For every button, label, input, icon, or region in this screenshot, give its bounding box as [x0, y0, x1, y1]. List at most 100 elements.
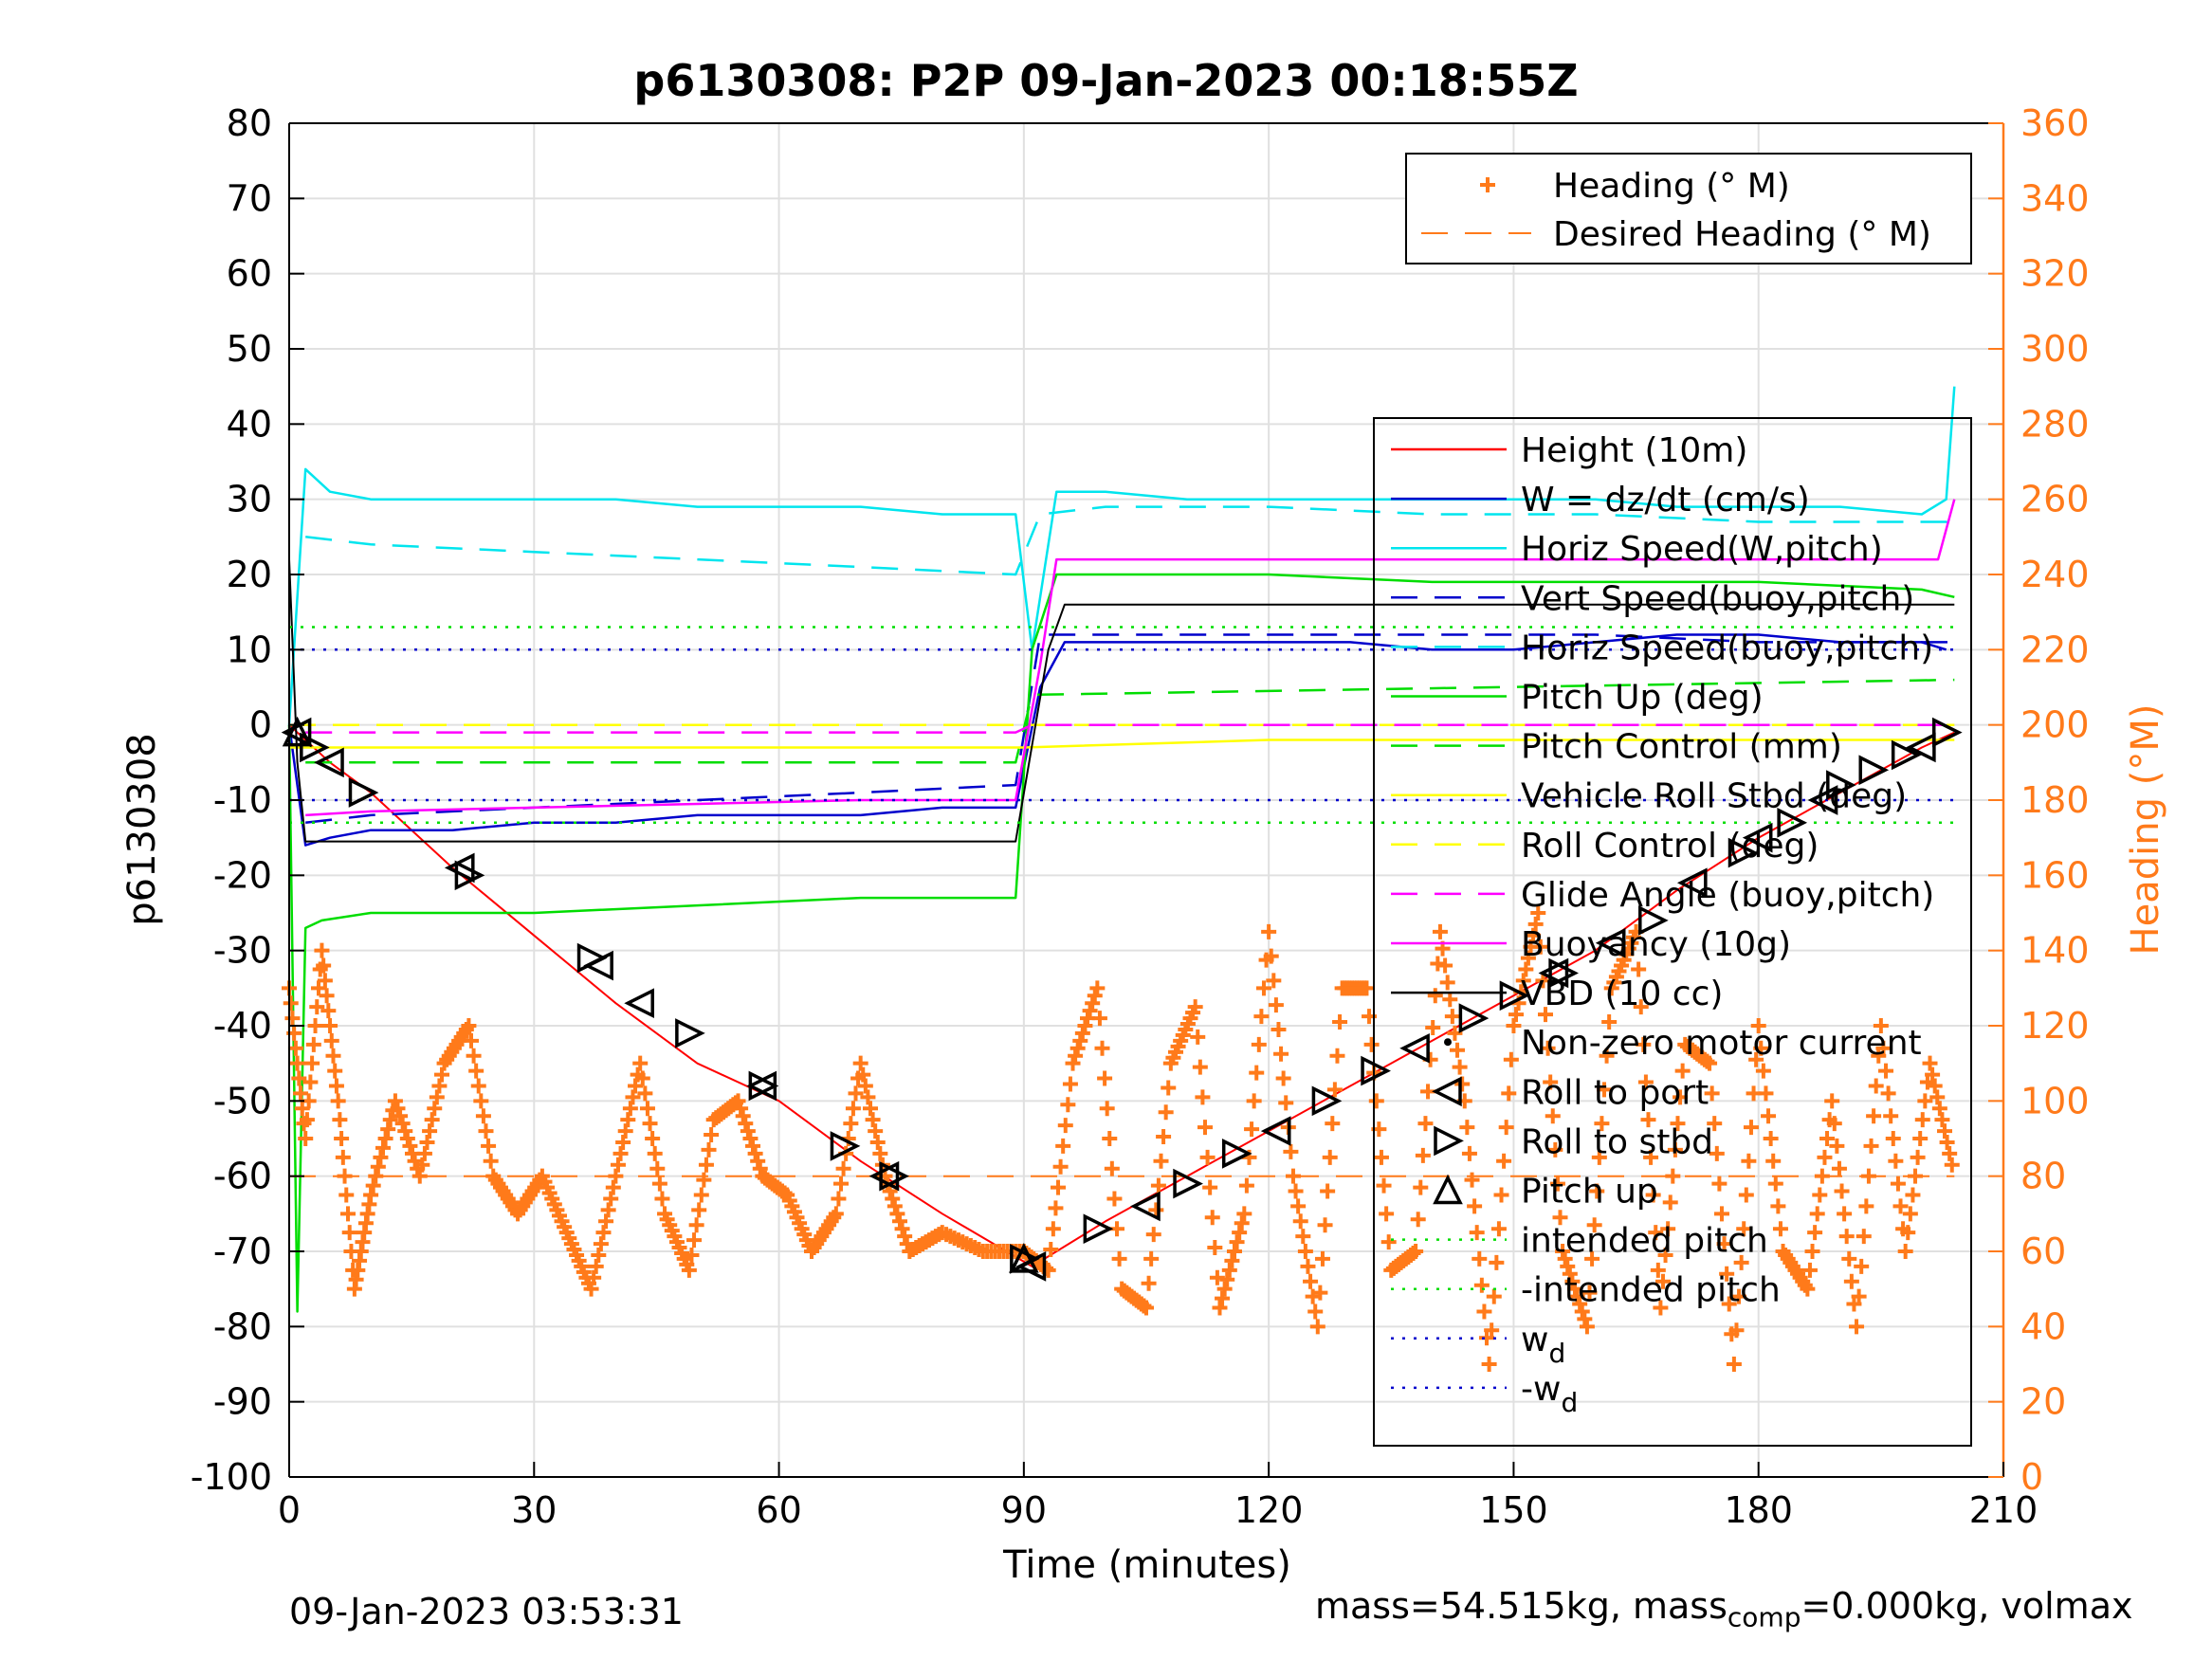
heading-marker [1589, 1183, 1605, 1199]
heading-marker [1268, 997, 1284, 1013]
heading-marker [1636, 1036, 1652, 1052]
heading-marker [828, 1206, 844, 1222]
heading-marker [370, 1158, 386, 1175]
heading-marker [1326, 1082, 1343, 1098]
marker-left-triangle [1260, 1116, 1291, 1146]
heading-marker [1244, 1121, 1260, 1138]
heading-marker [1307, 1304, 1324, 1320]
heading-marker [1068, 1048, 1084, 1064]
y-left-tick-label: 50 [227, 328, 272, 370]
heading-marker [1303, 1273, 1319, 1289]
heading-marker [1868, 1078, 1884, 1094]
heading-marker [1569, 1288, 1585, 1304]
heading-marker [1572, 1296, 1588, 1312]
heading-marker [304, 1055, 320, 1071]
heading-marker [1888, 1153, 1904, 1169]
legend-main-entry: -intended pitch [1391, 1271, 1781, 1310]
heading-marker [1082, 1003, 1098, 1019]
heading-marker [1591, 1149, 1607, 1165]
marker-right-triangle [1858, 755, 1890, 786]
heading-marker [483, 1153, 499, 1169]
marker-left-triangle [444, 852, 475, 884]
heading-marker [1860, 1168, 1876, 1184]
heading-marker [1285, 1168, 1301, 1184]
heading-marker [289, 1055, 305, 1071]
heading-marker [473, 1093, 489, 1109]
heading-marker [1271, 1021, 1287, 1037]
heading-marker [1515, 973, 1531, 989]
heading-marker [598, 1213, 614, 1230]
heading-marker [298, 1131, 314, 1146]
heading-marker [1804, 1244, 1820, 1259]
heading-marker [427, 1101, 443, 1117]
heading-marker [316, 957, 332, 974]
heading-marker [730, 1093, 746, 1109]
marker-left-triangle [281, 717, 312, 748]
heading-marker [610, 1157, 626, 1173]
y-left-tick-label: -30 [213, 930, 272, 972]
marker-left-triangle [1399, 1032, 1430, 1064]
heading-marker [704, 1127, 720, 1143]
heading-marker [1415, 1147, 1431, 1163]
marker-right-triangle [1891, 739, 1922, 771]
marker-left-triangle [1807, 785, 1838, 815]
legend-triangle-up-icon [1433, 1174, 1463, 1205]
heading-marker [1557, 1250, 1573, 1267]
heading-marker [1091, 1011, 1107, 1027]
marker-left-triangle [1538, 957, 1569, 989]
heading-marker [291, 1070, 307, 1086]
heading-marker [1770, 1198, 1786, 1214]
heading-marker [887, 1198, 903, 1214]
heading-marker [1902, 1206, 1918, 1222]
heading-marker [1540, 1040, 1556, 1056]
heading-marker [637, 1085, 653, 1102]
heading-marker [380, 1121, 396, 1138]
heading-marker [317, 973, 333, 989]
heading-marker [373, 1149, 389, 1165]
y-right-tick-label: 300 [2020, 328, 2090, 370]
heading-marker [1232, 1225, 1248, 1241]
heading-marker [1942, 1145, 1958, 1161]
heading-marker [1709, 1145, 1725, 1161]
heading-marker [1917, 1093, 1933, 1109]
heading-marker [1843, 1273, 1859, 1289]
heading-marker [1761, 1108, 1777, 1124]
heading-marker [284, 1011, 301, 1027]
legend-heading-heading-entry: Heading (° M) [1480, 167, 1790, 206]
heading-marker [1317, 1217, 1333, 1233]
heading-marker [625, 1089, 641, 1105]
legend-label-base: -w [1521, 1370, 1561, 1409]
marker-up-triangle [282, 716, 313, 747]
y-right-tick-label: 360 [2020, 102, 2090, 144]
heading-marker [1633, 999, 1649, 1015]
heading-marker [1314, 1250, 1330, 1267]
heading-marker [1858, 1198, 1874, 1214]
heading-marker [363, 1187, 379, 1203]
heading-marker [1713, 1206, 1729, 1222]
heading-marker [1238, 1177, 1254, 1194]
y-left-tick-label: -70 [213, 1231, 272, 1272]
marker-right-triangle [1083, 1213, 1114, 1245]
heading-marker [628, 1078, 644, 1094]
heading-marker [365, 1177, 381, 1194]
heading-marker [1450, 1042, 1466, 1058]
heading-marker [617, 1123, 633, 1139]
heading-marker [701, 1141, 717, 1158]
marker-right-triangle [748, 1070, 779, 1102]
heading-marker [1363, 1036, 1380, 1052]
series-glide-angle-buoy-pitch [305, 723, 1955, 734]
heading-marker [1584, 1250, 1600, 1267]
heading-marker [1905, 1187, 1921, 1203]
y-right-tick-label: 140 [2020, 930, 2090, 972]
y-right-tick-label: 180 [2020, 779, 2090, 821]
legend-main-entry: Non-zero motor current [1444, 1024, 1922, 1063]
heading-marker [852, 1055, 868, 1071]
heading-marker [1057, 1118, 1073, 1134]
heading-marker [402, 1138, 418, 1154]
heading-marker [1812, 1187, 1828, 1203]
heading-marker [869, 1134, 886, 1150]
y-left-tick-label: 60 [227, 253, 272, 295]
series-roll-to-stbd [300, 717, 1963, 1274]
heading-marker [632, 1055, 649, 1071]
heading-marker [1253, 1009, 1270, 1025]
